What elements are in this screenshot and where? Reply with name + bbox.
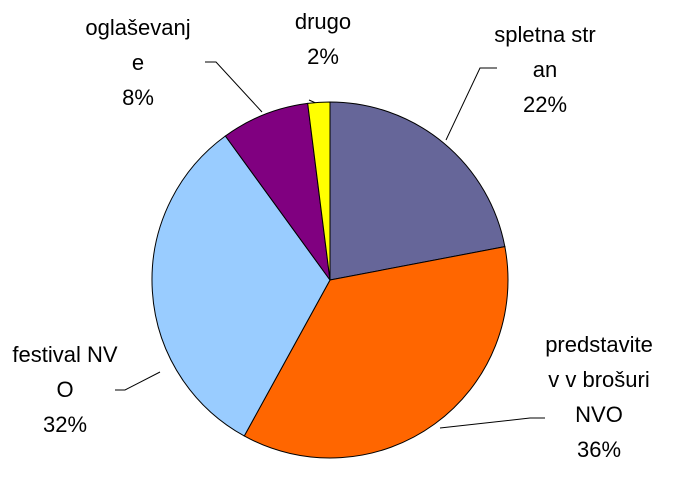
pie-slice (243, 246, 509, 459)
pie-slice (224, 102, 331, 281)
category-name: drugo (294, 9, 352, 34)
category-name: oglaševanje (85, 15, 191, 75)
value-label: 22% (522, 92, 568, 117)
pie-slice (329, 101, 506, 281)
slice-label: festival NVO 32% (10, 337, 120, 442)
pie-slice (151, 135, 331, 437)
category-name: spletna stran (494, 22, 596, 82)
category-name: predstavitev v brošuri NVO (545, 332, 653, 427)
value-label: 2% (307, 44, 339, 69)
slice-label: drugo 2% (268, 4, 378, 74)
category-name: festival NVO (12, 342, 118, 402)
leader-line (205, 61, 263, 113)
value-label: 32% (42, 412, 88, 437)
slice-label: predstavitev v brošuri NVO 36% (540, 327, 658, 467)
value-label: 8% (122, 85, 154, 110)
leader-line (439, 417, 545, 429)
slice-label: spletna stran 22% (490, 17, 600, 122)
leader-lines (115, 61, 545, 429)
leader-line (115, 371, 161, 391)
pie-slice (307, 101, 331, 281)
slice-label: oglaševanje 8% (80, 10, 196, 115)
leader-line (445, 67, 497, 141)
value-label: 36% (576, 437, 622, 462)
